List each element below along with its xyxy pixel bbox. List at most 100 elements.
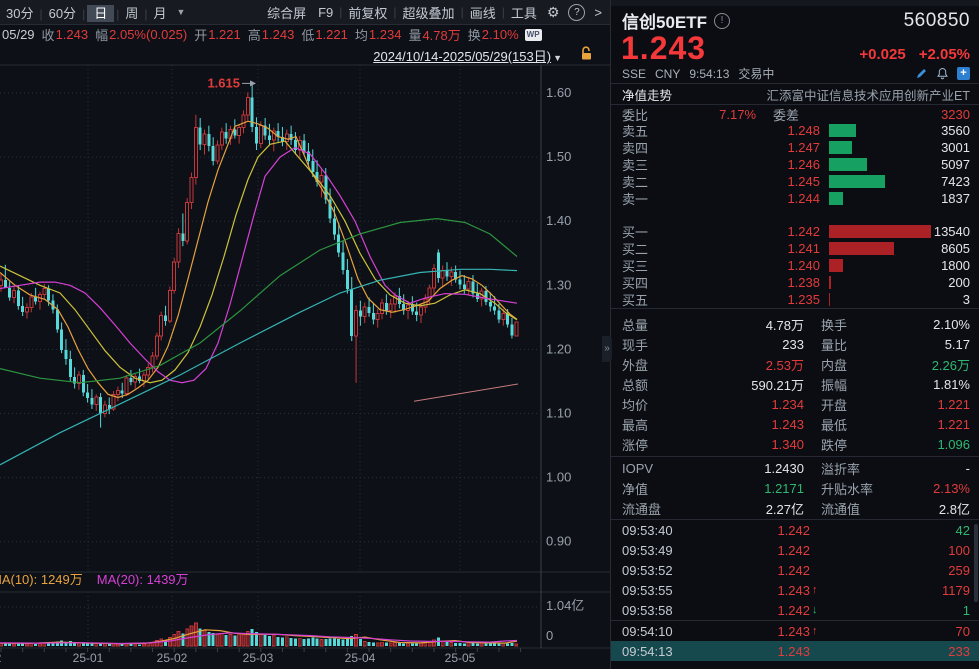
svg-text:25-02: 25-02: [157, 651, 188, 665]
candlestick-chart[interactable]: 1.60 1.50 1.40 1.30 1.20 1.10 1.00 0.90 24-12 25-…: [0, 0, 610, 669]
tick-row-1: 09:53:49 1.242 100: [611, 540, 979, 560]
bid-depth-bar: [829, 225, 931, 238]
time-and-sales: 09:53:40 1.242 42 09:53:49 1.242 100 09:53:52 1…: [611, 519, 979, 661]
volume-ma10-label: MA(10): 1249万: [0, 572, 83, 587]
bid-depth-bar: [829, 242, 894, 255]
stats-row-0: 总量 4.78万 换手 2.10%: [611, 314, 979, 334]
up-arrow-icon: ↑: [812, 584, 818, 596]
bid-price: 1.241: [787, 241, 820, 256]
edit-pencil-icon[interactable]: [915, 67, 928, 80]
period-tab-0[interactable]: 30分: [6, 5, 34, 21]
bid-row-2[interactable]: 买三 1.240 1800: [611, 257, 979, 274]
svg-text:25-01: 25-01: [73, 651, 104, 665]
help-icon[interactable]: ?: [568, 3, 586, 21]
tick-price: 1.243: [777, 582, 810, 598]
chevron-down-icon[interactable]: ▼: [553, 53, 562, 63]
info-icon[interactable]: !: [714, 12, 731, 29]
tick-row-3: 09:53:55 1.243 ↑ 1179: [611, 580, 979, 600]
stats-row-6: 涨停 1.340 跌停 1.096: [611, 434, 979, 454]
instrument-code: 560850: [903, 9, 970, 31]
weibi-value: 7.17%: [719, 106, 757, 122]
ask-row-1[interactable]: 卖四 1.247 3001: [611, 139, 979, 156]
tick-volume: 100: [948, 542, 970, 558]
ask-row-0[interactable]: 卖五 1.248 3560: [611, 122, 979, 139]
add-watchlist-icon[interactable]: +: [957, 67, 970, 80]
tick-price: 1.242: [777, 522, 810, 538]
period-tab-2[interactable]: 日: [87, 4, 115, 22]
tool-button-1[interactable]: F9: [318, 4, 334, 20]
tick-time: 09:53:40: [622, 522, 673, 538]
stat-label: 流通盘: [622, 501, 662, 517]
ask-row-4[interactable]: 卖一 1.244 1837: [611, 190, 979, 207]
tool-button-2[interactable]: 前复权: [348, 5, 388, 21]
ask-row-2[interactable]: 卖三 1.246 5097: [611, 156, 979, 173]
ask-depth-bar: [829, 192, 843, 205]
stat-value: 4.78万: [765, 317, 804, 333]
tool-button-4[interactable]: 画线: [469, 5, 496, 21]
info-field-label: 均: [354, 28, 368, 43]
toolbar-tools: 综合屏 F9 | 前复权 | 超级叠加 | 画线 | 工具 ⚙? >: [261, 3, 610, 22]
period-tab-3[interactable]: 周: [125, 5, 139, 21]
tool-button-3[interactable]: 超级叠加: [402, 5, 455, 21]
date-range-selector[interactable]: 2024/10/14-2025/05/29(153日) ▼: [373, 46, 562, 65]
stats-row-5: 最高 1.243 最低 1.221: [611, 414, 979, 434]
unlock-icon[interactable]: [579, 45, 594, 66]
ask-price: 1.244: [787, 191, 820, 206]
tick-time: 09:53:55: [622, 582, 673, 598]
period-tab-4[interactable]: 月: [153, 5, 167, 21]
iopv-row-0: IOPV 1.2430 溢折率 -: [611, 458, 979, 478]
stat-value: 1.221: [937, 416, 970, 432]
ask-row-3[interactable]: 卖二 1.245 7423: [611, 173, 979, 190]
svg-text:24-12: 24-12: [0, 651, 2, 665]
iopv-row-2: 流通盘 2.27亿 流通值 2.8亿: [611, 498, 979, 518]
last-price: 1.243: [621, 30, 707, 66]
bid-levels: 买一 1.242 13540 买二 1.241 8605 买三 1.240 1800 买四 1.23…: [611, 223, 979, 308]
bid-row-4[interactable]: 买五 1.235 3: [611, 291, 979, 308]
info-field-label: 幅: [95, 28, 109, 43]
bid-volume: 8605: [941, 241, 970, 256]
tick-time: 09:54:13: [622, 643, 673, 659]
bid-depth-bar: [829, 259, 843, 272]
volume-ma-labels: MA(10): 1249万 MA(20): 1439万: [0, 569, 203, 588]
down-arrow-icon: ↓: [812, 604, 818, 616]
info-field-label: 开: [194, 28, 208, 43]
bid-volume: 3: [962, 292, 970, 307]
ask-volume: 7423: [941, 174, 970, 189]
period-dropdown-icon[interactable]: ▼: [176, 7, 186, 17]
bid-label: 买三: [622, 259, 649, 274]
ask-volume: 3001: [941, 140, 970, 155]
tick-row-5: 09:54:10 1.243 ↑ 70: [611, 620, 979, 641]
alert-bell-icon[interactable]: [936, 67, 949, 80]
chart-toolbar: 30分 | 60分 | 日 | 周 | 月 ▼ 综合屏 F9 | 前复权 | 超级叠加 | 画线 | 工具 ⚙? >: [0, 0, 610, 25]
tick-price: 1.242: [777, 542, 810, 558]
info-field-label: 收: [41, 28, 55, 43]
ask-label: 卖二: [622, 175, 649, 190]
period-tab-1[interactable]: 60分: [48, 5, 77, 21]
quote-time: 9:54:13: [689, 66, 730, 81]
bid-row-1[interactable]: 买二 1.241 8605: [611, 240, 979, 257]
scrollbar-thumb[interactable]: [974, 524, 978, 602]
nav-row[interactable]: 净值走势 汇添富中证信息技术应用创新产业ET: [611, 83, 979, 105]
svg-text:1.30: 1.30: [546, 277, 571, 292]
stat-value: 2.8亿: [938, 501, 970, 517]
panel-collapse-handle[interactable]: »: [602, 336, 612, 362]
more-chevron-icon[interactable]: >: [594, 4, 602, 20]
iopv-block: IOPV 1.2430 溢折率 - 净值 1.2171 升贴水率 2.13% 流通盘 2.27亿流…: [611, 456, 979, 519]
svg-text:25-05: 25-05: [445, 651, 476, 665]
toolbar-separator: |: [144, 6, 148, 21]
fund-full-name: 汇添富中证信息技术应用创新产业ET: [766, 88, 970, 103]
stat-label: 外盘: [622, 357, 649, 373]
bid-volume: 13540: [933, 224, 970, 239]
bid-row-0[interactable]: 买一 1.242 13540: [611, 223, 979, 240]
ask-price: 1.245: [787, 174, 820, 189]
price-row: 1.243 +0.025 +2.05%: [611, 30, 979, 66]
date-range-text[interactable]: 2024/10/14-2025/05/29(153日): [373, 49, 552, 64]
bid-row-3[interactable]: 买四 1.238 200: [611, 274, 979, 291]
tick-row-0: 09:53:40 1.242 42: [611, 520, 979, 540]
tool-button-0[interactable]: 综合屏: [267, 5, 307, 21]
panel-top-strip: [611, 0, 979, 6]
quote-panel: » 信创50ETF ! 560850 1.243 +0.025 +2.05% SS…: [602, 0, 979, 669]
gear-icon[interactable]: ⚙: [546, 3, 560, 20]
tool-button-5[interactable]: 工具: [510, 5, 537, 21]
ask-label: 卖三: [622, 158, 649, 173]
